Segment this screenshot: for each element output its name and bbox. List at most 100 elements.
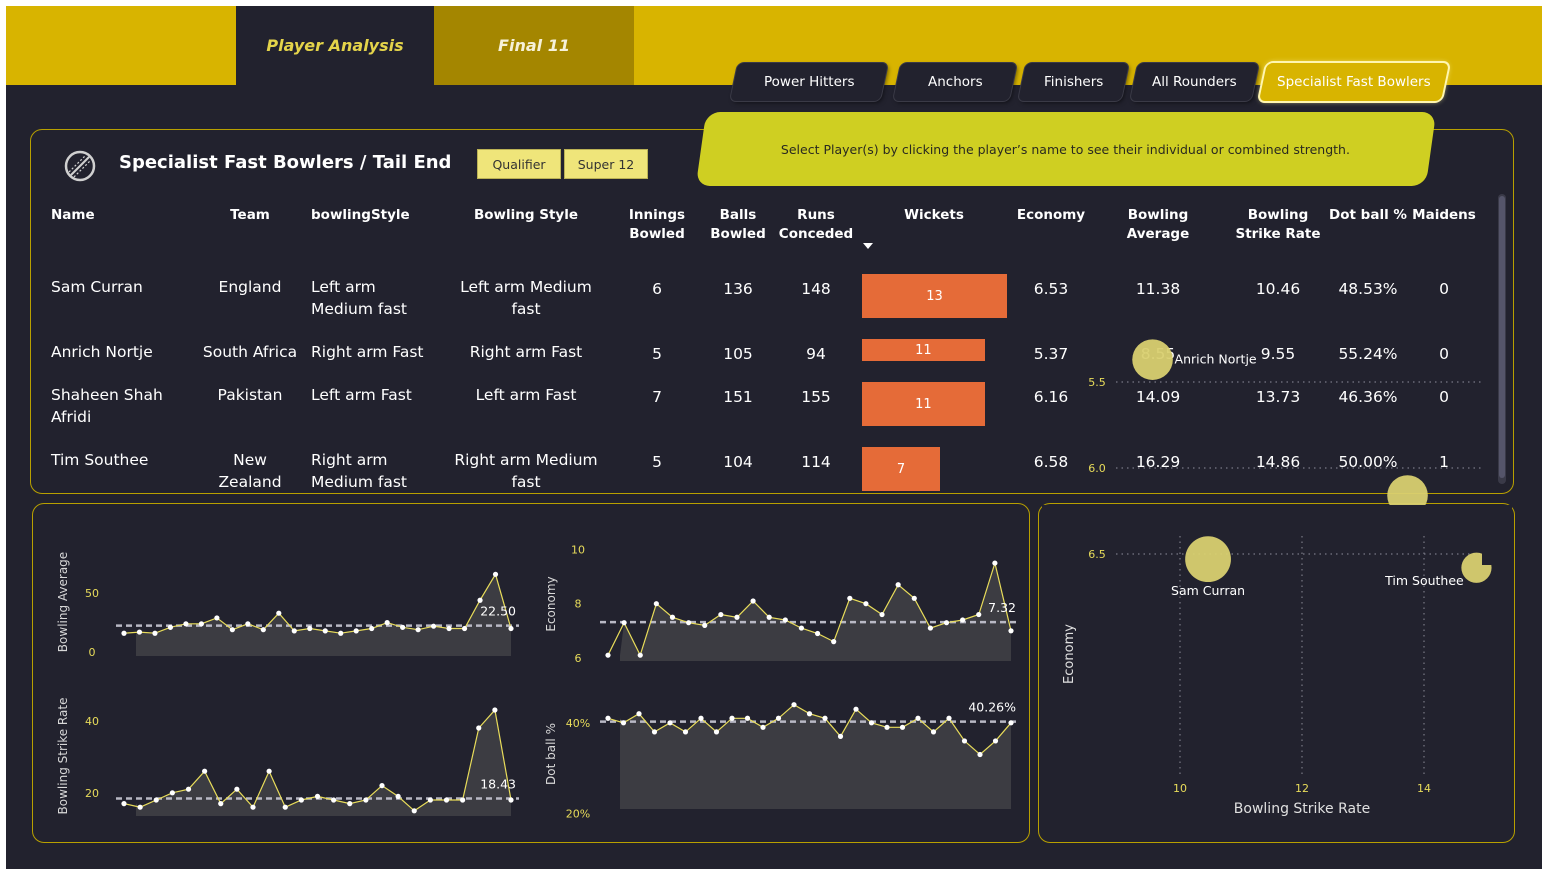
cell-name[interactable]: Shaheen Shah Afridi: [51, 386, 163, 426]
cell-name[interactable]: Tim Southee: [51, 451, 149, 469]
data-point: [202, 768, 208, 774]
data-point: [282, 804, 288, 810]
header-wickets[interactable]: Wickets: [904, 207, 964, 223]
cell-bowling-style: Right arm Fast: [469, 343, 583, 361]
data-point: [766, 614, 772, 620]
data-point: [400, 624, 406, 630]
data-point: [682, 729, 689, 735]
header-maidens[interactable]: Maidens: [1412, 207, 1476, 223]
data-point: [750, 598, 756, 604]
app-frame: Player Analysis Final 11 Power Hitters A…: [6, 6, 1542, 869]
cell-innings: 7: [652, 388, 662, 406]
data-point: [791, 702, 797, 708]
data-point: [915, 715, 921, 721]
cell-maidens: 0: [1439, 388, 1449, 406]
data-point: [946, 715, 952, 721]
header-bowling-average[interactable]: Bowling Average: [1126, 207, 1190, 242]
cell-balls: 104: [723, 453, 753, 471]
data-point: [121, 630, 127, 636]
chart-area-fill: [136, 574, 511, 656]
data-point: [605, 652, 611, 658]
data-point: [167, 624, 174, 630]
data-point: [379, 783, 385, 789]
cell-dot-ball: 50.00%: [1338, 453, 1398, 471]
table-scrollbar[interactable]: [1498, 194, 1506, 484]
x-axis-label: Bowling Strike Rate: [1234, 801, 1370, 817]
data-point: [822, 715, 828, 721]
chart-right-mask: [1482, 505, 1512, 565]
data-point: [718, 611, 724, 618]
data-point: [976, 611, 982, 618]
y-axis-label: Economy: [1062, 624, 1077, 684]
bubble-label: Tim Southee: [1384, 573, 1464, 588]
scrollbar-thumb[interactable]: [1499, 196, 1505, 478]
header-name[interactable]: Name: [51, 207, 95, 223]
filter-qualifier-button[interactable]: Qualifier: [477, 149, 561, 179]
data-point: [307, 625, 313, 632]
x-tick-label: 12: [1295, 782, 1309, 795]
data-point: [291, 628, 297, 634]
cell-balls: 151: [723, 388, 753, 406]
data-point: [992, 560, 998, 566]
data-point: [415, 627, 421, 633]
data-point: [508, 797, 514, 803]
cell-economy: 6.53: [1033, 280, 1069, 298]
data-point: [460, 797, 466, 803]
x-tick-label: 14: [1417, 782, 1431, 795]
data-point: [198, 621, 204, 627]
cell-name[interactable]: Sam Curran: [51, 278, 143, 296]
data-point: [369, 625, 375, 632]
data-point: [798, 625, 805, 631]
cell-balls: 105: [723, 345, 753, 363]
data-point: [446, 625, 452, 632]
data-point: [899, 724, 906, 730]
data-point: [729, 715, 735, 721]
data-point: [930, 729, 937, 735]
y-tick-label: 40: [85, 715, 99, 728]
wickets-bar: 13: [862, 274, 1007, 318]
cell-innings: 5: [652, 345, 662, 363]
cell-bowlingstyle-raw: Right arm Fast: [311, 343, 424, 361]
data-point: [831, 639, 837, 645]
average-label: 7.32: [988, 600, 1016, 615]
cell-name[interactable]: Anrich Nortje: [51, 343, 153, 361]
header-innings-bowled[interactable]: Innings Bowled: [628, 207, 686, 242]
y-tick-label: 6.0: [1088, 462, 1106, 475]
header-bowling-strike-rate[interactable]: Bowling Strike Rate: [1235, 207, 1321, 242]
tab-final-11[interactable]: Final 11: [434, 6, 634, 85]
header-economy[interactable]: Economy: [1016, 207, 1086, 223]
data-point: [218, 801, 224, 807]
y-axis-label: Dot ball %: [544, 723, 558, 785]
data-point: [508, 625, 514, 632]
header-team[interactable]: Team: [230, 207, 270, 223]
wickets-bar: 11: [862, 382, 985, 426]
data-point: [814, 630, 821, 637]
data-point: [782, 617, 788, 623]
cell-bowling-style: Left arm Fast: [475, 386, 577, 404]
y-tick-label: 40%: [566, 717, 590, 730]
data-point: [136, 629, 143, 635]
data-point: [960, 617, 966, 623]
cell-team: South Africa: [202, 343, 298, 361]
data-point: [734, 614, 740, 620]
page-title: Specialist Fast Bowlers / Tail End: [119, 152, 452, 173]
cell-strike-rate: 9.55: [1260, 345, 1296, 363]
header-bowlingstyle-raw[interactable]: bowlingStyle: [311, 207, 410, 223]
chart-top-mask: [1042, 505, 1512, 535]
header-runs-conceded[interactable]: Runs Conceded: [778, 207, 854, 242]
data-point: [411, 808, 417, 814]
filter-super12-button[interactable]: Super 12: [564, 149, 648, 179]
data-point: [669, 614, 676, 620]
average-label: 18.43: [480, 776, 516, 791]
data-point: [992, 738, 999, 744]
header-dot-ball-pct[interactable]: Dot ball %: [1329, 207, 1407, 223]
tab-player-analysis[interactable]: Player Analysis: [236, 6, 434, 85]
header-balls-bowled[interactable]: Balls Bowled: [710, 207, 766, 242]
cell-runs: 148: [801, 280, 831, 298]
cell-bowling-average: 14.09: [1135, 388, 1181, 406]
header-bowling-style[interactable]: Bowling Style: [473, 207, 579, 223]
cell-runs: 94: [806, 345, 826, 363]
sort-desc-icon[interactable]: [862, 242, 874, 250]
cell-team: New Zealand: [218, 451, 282, 491]
data-point: [636, 711, 642, 717]
